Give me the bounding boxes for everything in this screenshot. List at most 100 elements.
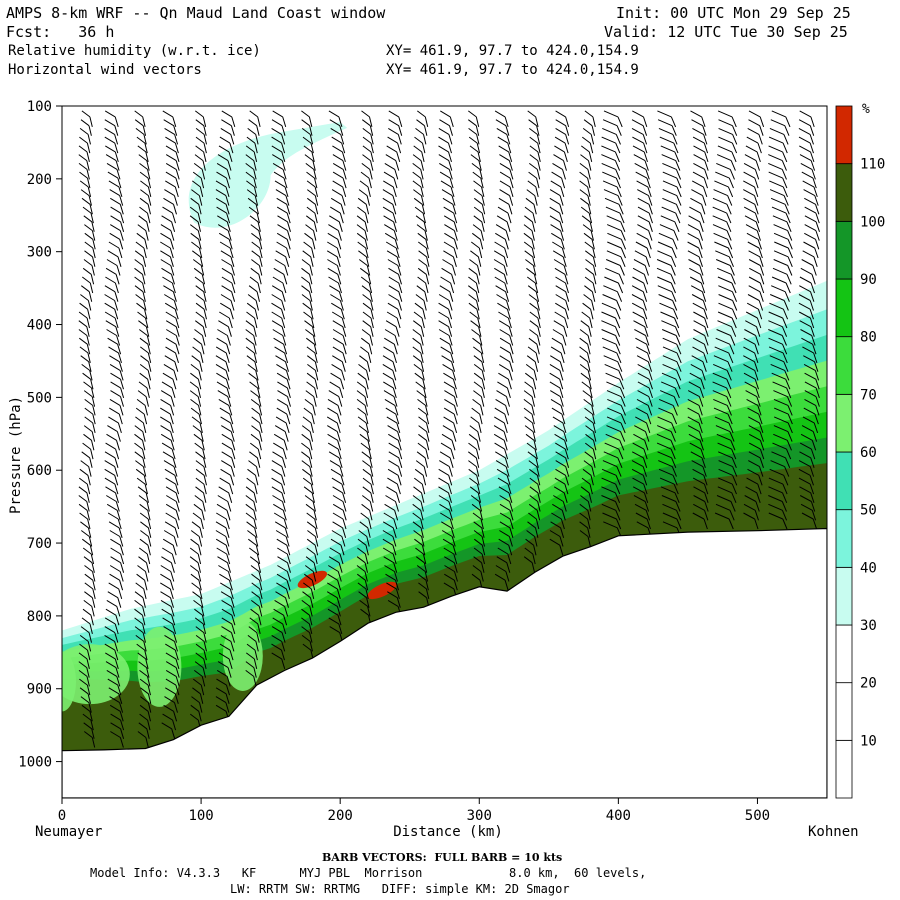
barb-column-7	[271, 110, 291, 670]
barb-column-18	[579, 110, 597, 547]
barb-column-25	[768, 110, 793, 530]
barb-column-14	[468, 110, 486, 591]
barb-staff	[78, 110, 96, 748]
colorbar-segment	[835, 163, 853, 222]
barb-staff	[189, 110, 207, 731]
y-tick-label: 300	[27, 245, 52, 261]
barb-column-17	[549, 110, 570, 556]
x-tick-label: 400	[606, 808, 631, 824]
barb-staff	[438, 110, 458, 600]
barb-staff	[523, 110, 541, 573]
colorbar-segment	[835, 278, 853, 338]
barb-column-1	[104, 110, 125, 748]
y-tick-label: 1000	[18, 755, 52, 771]
x-axis-label: Distance (km)	[393, 824, 503, 840]
colorbar-label: 40	[860, 560, 877, 576]
x-tick-label: 0	[58, 808, 66, 824]
barb-column-16	[523, 110, 541, 573]
rh-patch-0	[62, 644, 130, 705]
y-tick-label: 500	[27, 390, 52, 406]
barb-staff	[134, 110, 152, 748]
barb-staff	[215, 110, 236, 722]
barb-column-13	[438, 110, 458, 600]
barb-column-0	[78, 110, 96, 748]
barb-staff	[356, 110, 374, 626]
barb-note: BARB VECTORS: FULL BARB = 10 kts	[322, 851, 563, 864]
colorbar: 10 20 30 40 50 60 70 80 90 100 110	[835, 105, 885, 799]
barb-staff	[271, 110, 291, 670]
colorbar-segment	[835, 624, 853, 684]
x-tick-label: 200	[328, 808, 353, 824]
barb-staff	[468, 110, 486, 591]
barb-column-4	[189, 110, 207, 731]
colorbar-segment	[835, 336, 853, 395]
colorbar-segment	[835, 739, 853, 799]
barb-staff	[412, 110, 430, 608]
right-endpoint-label: Kohnen	[808, 824, 859, 840]
barb-staff	[768, 110, 793, 530]
colorbar-segment	[835, 220, 853, 280]
colorbar-label: 80	[860, 330, 877, 346]
barb-column-24	[743, 110, 765, 530]
colorbar-label: 90	[860, 272, 877, 288]
colorbar-segment	[835, 509, 853, 568]
y-tick-label: 700	[27, 536, 52, 552]
x-tick-label: 500	[745, 808, 770, 824]
y-tick-label: 200	[27, 172, 52, 188]
terrain-surface	[62, 527, 827, 798]
left-endpoint-label: Neumayer	[35, 824, 102, 840]
barb-column-6	[245, 110, 263, 687]
barb-column-20	[631, 110, 653, 538]
barb-staff	[549, 110, 570, 556]
barb-staff	[326, 110, 347, 643]
y-tick-label: 400	[27, 318, 52, 334]
barb-column-15	[493, 110, 514, 591]
y-tick-label: 600	[27, 463, 52, 479]
barb-column-2	[134, 110, 152, 748]
colorbar-label: 110	[860, 157, 885, 173]
barb-staff	[493, 110, 514, 591]
barb-column-10	[356, 110, 374, 626]
y-tick-label: 800	[27, 609, 52, 625]
barb-staff	[631, 110, 653, 538]
barb-staff	[656, 110, 682, 538]
model-title: AMPS 8-km WRF -- Qn Maud Land Coast wind…	[6, 4, 386, 22]
y-tick-label: 100	[27, 99, 52, 115]
barb-staff	[382, 110, 403, 617]
colorbar-label: 20	[860, 676, 877, 692]
barb-column-26	[798, 110, 820, 530]
rh-upper-cloud	[188, 122, 348, 228]
barb-column-5	[215, 110, 236, 722]
colorbar-label: 30	[860, 618, 877, 634]
plot-frame	[61, 105, 828, 799]
colorbar-segment	[835, 682, 853, 741]
field1-label: Relative humidity (w.r.t. ice)	[8, 43, 261, 59]
barb-staff	[712, 110, 738, 530]
colorbar-segment	[835, 105, 853, 165]
wind-barbs	[78, 110, 820, 748]
barb-staff	[798, 110, 820, 530]
barb-column-23	[712, 110, 738, 530]
barb-column-22	[687, 110, 709, 530]
valid-time: Valid: 12 UTC Tue 30 Sep 25	[604, 23, 848, 41]
colorbar-label: 60	[860, 445, 877, 461]
barb-staff	[104, 110, 125, 748]
x-tick-label: 300	[467, 808, 492, 824]
barb-column-19	[601, 110, 627, 538]
y-tick-label: 900	[27, 682, 52, 698]
colorbar-label: 70	[860, 387, 877, 403]
field2-xy: XY= 461.9, 97.7 to 424.0,154.9	[386, 62, 639, 78]
y-axis-label: Pressure (hPa)	[8, 396, 24, 514]
axes: 100 200 300 400 500 600 700 800 900 1000 0 100 200 30…	[18, 99, 770, 824]
barb-column-11	[382, 110, 403, 617]
barb-staff	[743, 110, 765, 530]
barb-column-12	[412, 110, 430, 608]
barb-column-3	[160, 110, 180, 739]
barb-column-8	[301, 110, 319, 661]
rh-max-1	[367, 581, 397, 600]
barb-staff	[579, 110, 597, 547]
colorbar-label: 50	[860, 503, 877, 519]
colorbar-segment	[835, 451, 853, 511]
x-tick-label: 100	[188, 808, 213, 824]
colorbar-label: 100	[860, 214, 885, 230]
